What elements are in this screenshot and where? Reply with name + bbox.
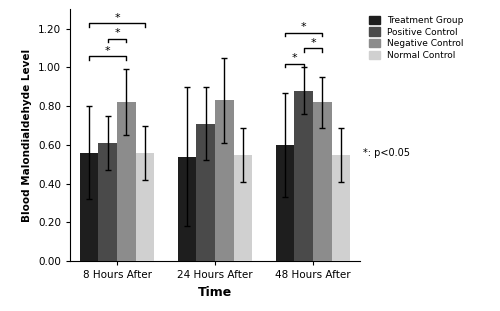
Bar <box>178 157 197 261</box>
Bar <box>196 124 215 261</box>
Bar <box>276 145 294 261</box>
X-axis label: Time: Time <box>198 286 232 299</box>
Bar <box>234 155 252 261</box>
Bar <box>294 91 313 261</box>
Text: *: * <box>310 38 316 48</box>
Bar <box>215 100 234 261</box>
Y-axis label: Blood Malondialdehyde Level: Blood Malondialdehyde Level <box>22 49 32 222</box>
Legend: Treatment Group, Positive Control, Negative Control, Normal Control: Treatment Group, Positive Control, Negat… <box>368 14 466 62</box>
Bar <box>117 102 136 261</box>
Text: *: p<0.05: *: p<0.05 <box>363 148 410 158</box>
Text: *: * <box>105 46 110 56</box>
Bar <box>136 153 154 261</box>
Bar <box>80 153 98 261</box>
Text: *: * <box>292 53 297 63</box>
Bar <box>332 155 350 261</box>
Text: *: * <box>114 13 120 23</box>
Text: *: * <box>301 22 306 32</box>
Text: *: * <box>114 28 120 38</box>
Bar <box>313 102 332 261</box>
Bar <box>98 143 117 261</box>
